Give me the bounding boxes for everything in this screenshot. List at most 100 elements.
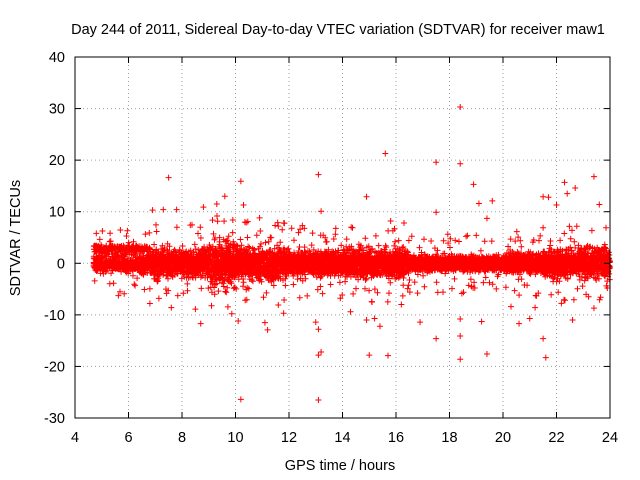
x-tick-label: 4 [71,430,79,446]
data-point [213,200,220,207]
data-point [561,179,568,186]
data-point [149,207,156,214]
y-axis-label: SDTVAR / TECUs [8,180,24,296]
data-point [564,190,571,197]
data-point [540,193,547,200]
data-point [470,181,477,188]
x-tick-labels: 4 6 8 10 12 14 16 18 20 22 24 [71,430,618,446]
data-point [457,356,464,363]
y-tick-label: 40 [49,50,65,66]
data-point [237,178,244,185]
data-point [572,184,579,191]
data-point [154,277,161,284]
data-point [237,396,244,403]
data-point [590,173,597,180]
data-point [363,193,370,200]
data-point [483,351,490,358]
data-point [516,320,523,327]
data-point [315,352,322,359]
data-point [371,315,378,322]
x-tick-label: 14 [334,430,350,446]
data-point [229,216,236,223]
chart-title: Day 244 of 2011, Sidereal Day-to-day VTE… [71,22,605,38]
y-tick-label: -20 [44,359,65,375]
data-point [366,352,373,359]
data-point [475,200,482,207]
data-point [347,308,354,315]
data-point [264,326,271,333]
dense-data-band [90,213,613,317]
data-point [457,315,464,322]
data-point [275,223,282,230]
data-point [376,323,383,330]
y-tick-label: 10 [49,205,65,221]
x-tick-label: 22 [548,430,564,446]
data-point [585,293,592,300]
data-point [288,225,295,232]
data-point [545,194,552,201]
data-point [532,304,539,311]
data-point [542,354,549,361]
y-tick-label: 0 [57,256,65,272]
data-point [280,310,287,317]
data-point [299,222,306,229]
data-point [160,206,167,213]
data-point [382,150,389,157]
data-point [197,320,204,327]
data-point [192,306,199,313]
data-point [526,315,533,322]
data-point [146,300,153,307]
data-point [604,285,611,292]
y-tick-label: 30 [49,102,65,118]
data-point [261,319,268,326]
data-point [275,302,282,309]
data-point [433,209,440,216]
y-tick-label: 20 [49,153,65,169]
data-point [387,217,394,224]
axis-ticks [74,56,611,419]
y-tick-label: -10 [44,308,65,324]
data-point [473,232,480,239]
data-point [478,318,485,325]
data-point [384,352,391,359]
x-tick-label: 20 [495,430,511,446]
data-point [221,193,228,200]
y-tick-labels: -30 -20 -10 0 10 20 30 40 [44,50,65,427]
data-point [508,303,515,310]
data-point [363,317,370,324]
data-point [173,206,180,213]
data-point [315,396,322,403]
data-point [240,202,247,209]
x-tick-label: 8 [178,430,186,446]
data-point [483,215,490,222]
data-point [401,220,408,227]
data-point [596,201,603,208]
data-point [165,174,172,181]
data-point [457,333,464,340]
data-point [162,286,169,293]
data-point [235,318,242,325]
data-point [548,291,555,298]
data-point [106,238,113,245]
data-point [168,304,175,311]
dense-marker-cloud [90,213,613,317]
data-point [489,197,496,204]
data-point [540,335,547,342]
data-point [312,319,319,326]
x-tick-label: 16 [388,430,404,446]
data-point [433,159,440,166]
data-point [243,286,250,293]
grid-lines [75,57,610,418]
data-point [433,335,440,342]
data-point [417,319,424,326]
x-tick-label: 24 [602,430,618,446]
data-point [318,208,325,215]
x-axis-label: GPS time / hours [285,458,395,474]
data-point [318,348,325,355]
data-point [553,202,560,209]
data-points [106,104,611,403]
y-tick-label: -30 [44,411,65,427]
x-tick-label: 12 [281,430,297,446]
